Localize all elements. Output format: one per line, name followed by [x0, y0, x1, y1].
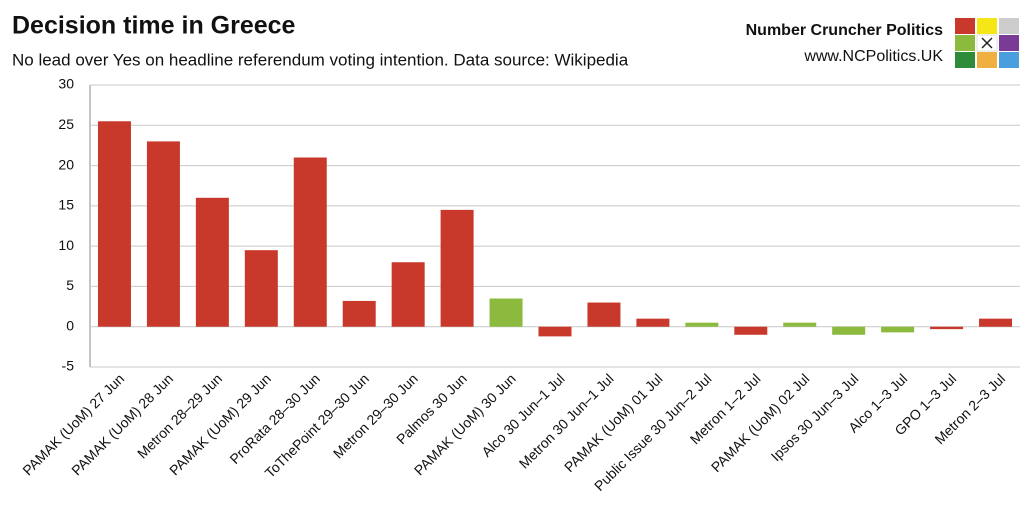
y-tick-label: 0 — [66, 317, 74, 333]
bar — [489, 298, 523, 327]
y-tick-label: 25 — [58, 116, 74, 132]
bar — [587, 302, 621, 327]
chart-title: Decision time in Greece — [12, 12, 296, 40]
x-tick-label: Alco 30 Jun–1 Jul — [478, 370, 567, 459]
brand-name: Number Cruncher Politics — [746, 22, 943, 39]
bar — [636, 318, 670, 327]
x-tick-label: Metron 29–30 Jun — [330, 370, 421, 461]
chart-subtitle: No lead over Yes on headline referendum … — [12, 50, 629, 69]
bar — [930, 326, 964, 330]
x-tick-label: ProRata 28–30 Jun — [226, 370, 323, 467]
x-tick-label: Metron 28–29 Jun — [134, 370, 225, 461]
bar — [342, 300, 376, 327]
bar — [685, 322, 719, 327]
y-tick-label: 15 — [58, 197, 74, 213]
bar — [538, 326, 572, 337]
bar — [244, 250, 278, 327]
bar — [979, 318, 1013, 327]
brand-logo — [955, 18, 1019, 68]
y-tick-label: 5 — [66, 277, 74, 293]
bar — [783, 322, 817, 327]
bar — [832, 326, 866, 335]
bar — [881, 326, 915, 333]
bar — [734, 326, 768, 335]
y-tick-label: -5 — [62, 358, 75, 374]
bar — [391, 262, 425, 327]
x-tick-label: Ipsos 30 Jun–3 Jul — [768, 370, 862, 464]
bar — [440, 209, 474, 327]
brand-url: www.NCPolitics.UK — [803, 48, 943, 65]
bar — [293, 157, 327, 327]
y-tick-label: 20 — [58, 156, 74, 172]
bar — [97, 121, 131, 327]
y-tick-label: 10 — [58, 237, 74, 253]
y-tick-label: 30 — [58, 76, 74, 92]
bar — [195, 197, 229, 327]
x-tick-label: Metron 30 Jun–1 Jul — [516, 370, 617, 471]
bar — [146, 141, 180, 327]
